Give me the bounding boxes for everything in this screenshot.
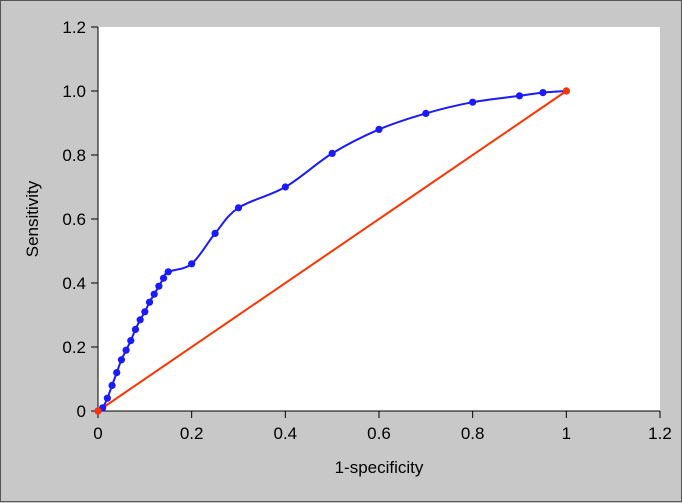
reference-endpoint <box>94 407 102 415</box>
y-tick-label: 0.8 <box>62 146 86 165</box>
y-tick-label: 1.0 <box>62 82 86 101</box>
roc-point <box>145 298 154 306</box>
x-tick-label: 0.4 <box>274 424 298 443</box>
roc-point <box>539 89 547 97</box>
roc-point <box>122 346 130 354</box>
roc-point <box>164 268 172 276</box>
x-tick-label: 0.2 <box>180 424 204 443</box>
roc-point <box>103 394 111 402</box>
roc-point <box>328 149 336 157</box>
y-tick-label: 0 <box>77 402 86 421</box>
y-axis-label: Sensitivity <box>23 180 42 257</box>
roc-point <box>469 98 477 106</box>
series-layer <box>94 87 570 415</box>
roc-point <box>422 109 430 117</box>
roc-point <box>108 381 116 389</box>
reference-endpoint <box>562 87 570 95</box>
y-tick-label: 0.4 <box>62 274 86 293</box>
roc-point <box>117 356 126 364</box>
x-tick-label: 0.6 <box>367 424 391 443</box>
roc-point <box>234 204 243 212</box>
axes: 0 0.2 0.4 0.6 0.8 1 1.2 0 0.2 0.4 0.6 0.8 1.0 1.2 <box>62 18 671 443</box>
roc-point <box>150 290 158 298</box>
roc-point <box>159 274 168 282</box>
roc-point <box>515 92 524 100</box>
roc-point <box>211 229 219 237</box>
y-tick-label: 0.6 <box>62 210 86 229</box>
roc-point <box>136 316 144 324</box>
x-tick-label: 1.2 <box>648 424 672 443</box>
y-tick-label: 0.2 <box>62 338 86 357</box>
roc-point <box>131 325 140 333</box>
reference-line <box>97 90 567 412</box>
y-tick-label: 1.2 <box>62 18 86 37</box>
roc-point <box>113 369 121 377</box>
roc-point <box>141 308 149 316</box>
roc-point <box>281 183 289 191</box>
roc-point <box>188 260 196 268</box>
x-tick-label: 1 <box>562 424 571 443</box>
x-tick-label: 0 <box>93 424 102 443</box>
roc-point <box>375 125 383 133</box>
roc-point <box>155 282 163 290</box>
roc-point <box>127 337 135 345</box>
x-axis-label: 1-specificity <box>335 458 424 477</box>
x-tick-label: 0.8 <box>461 424 485 443</box>
